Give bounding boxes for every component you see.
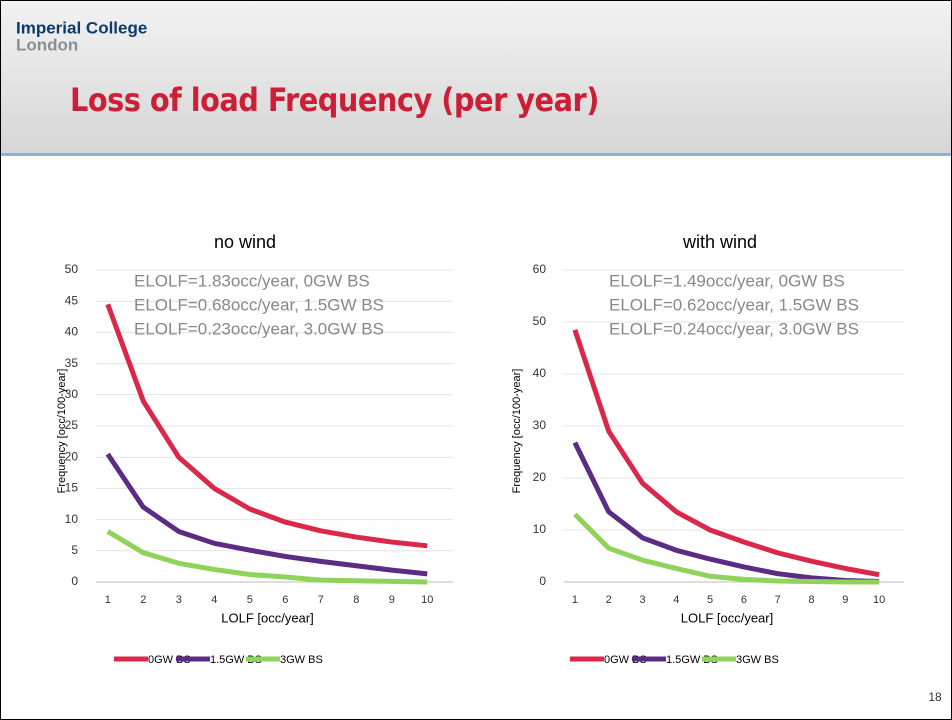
header-rule (1, 153, 951, 156)
y-axis-title: Frequency [occ/100-year] (56, 369, 68, 494)
y-tick-label: 10 (533, 522, 547, 536)
x-axis-title: LOLF [occ/year] (221, 610, 313, 625)
y-tick-label: 10 (65, 512, 79, 526)
y-tick-label: 60 (533, 262, 547, 276)
y-tick-label: 20 (533, 470, 547, 484)
annotation: ELOLF=1.49occ/year, 0GW BS (609, 271, 845, 290)
x-tick-label: 1 (572, 594, 578, 606)
annotation: ELOLF=0.23occ/year, 3.0GW BS (134, 319, 384, 338)
y-axis-title: Frequency [occ/100-year] (511, 369, 523, 494)
y-tick-label: 45 (65, 293, 79, 307)
annotation: ELOLF=0.62occ/year, 1.5GW BS (609, 295, 859, 314)
x-tick-label: 4 (211, 594, 217, 606)
x-tick-label: 10 (421, 594, 433, 606)
data-line (572, 441, 880, 584)
x-axis-title: LOLF [occ/year] (681, 610, 773, 625)
x-tick-label: 1 (105, 594, 111, 606)
x-tick-label: 9 (389, 594, 395, 606)
legend-label: 3GW BS (736, 654, 779, 666)
x-tick-label: 7 (775, 594, 781, 606)
data-line (105, 303, 428, 549)
y-tick-label: 30 (533, 418, 547, 432)
data-line (106, 529, 428, 585)
y-tick-label: 40 (65, 325, 79, 339)
y-tick-label: 15 (65, 481, 79, 495)
y-tick-label: 5 (71, 543, 78, 557)
y-tick-label: 30 (65, 387, 79, 401)
x-tick-label: 2 (140, 594, 146, 606)
annotation: ELOLF=0.24occ/year, 3.0GW BS (609, 319, 859, 338)
x-tick-label: 5 (707, 594, 713, 606)
org-name: Imperial College (16, 18, 147, 37)
data-line (572, 329, 880, 578)
y-tick-label: 0 (539, 574, 546, 588)
y-tick-label: 0 (71, 574, 78, 588)
chart-title: no wind (214, 232, 276, 252)
x-tick-label: 3 (639, 594, 645, 606)
y-tick-label: 50 (65, 262, 79, 276)
data-line (573, 512, 880, 585)
y-tick-label: 50 (533, 314, 547, 328)
x-tick-label: 9 (842, 594, 848, 606)
y-tick-label: 25 (65, 418, 79, 432)
x-tick-label: 4 (673, 594, 679, 606)
y-tick-label: 20 (65, 449, 79, 463)
slide-number: 18 (928, 690, 942, 704)
x-tick-label: 8 (353, 594, 359, 606)
annotation: ELOLF=0.68occ/year, 1.5GW BS (134, 295, 384, 314)
x-tick-label: 2 (606, 594, 612, 606)
y-tick-label: 35 (65, 356, 79, 370)
org-place: London (16, 35, 78, 54)
annotation: ELOLF=1.83occ/year, 0GW BS (134, 271, 370, 290)
x-tick-label: 6 (741, 594, 747, 606)
x-tick-label: 6 (282, 594, 288, 606)
x-tick-label: 5 (247, 594, 253, 606)
x-tick-label: 8 (808, 594, 814, 606)
chart-title: with wind (682, 232, 757, 252)
data-line (105, 452, 428, 577)
x-tick-label: 10 (873, 594, 885, 606)
x-tick-label: 7 (318, 594, 324, 606)
header-band (1, 1, 951, 154)
legend-label: 3GW BS (280, 654, 323, 666)
x-tick-label: 3 (176, 594, 182, 606)
slide-title: Loss of load Frequency (per year) (70, 81, 599, 119)
y-tick-label: 40 (533, 366, 547, 380)
